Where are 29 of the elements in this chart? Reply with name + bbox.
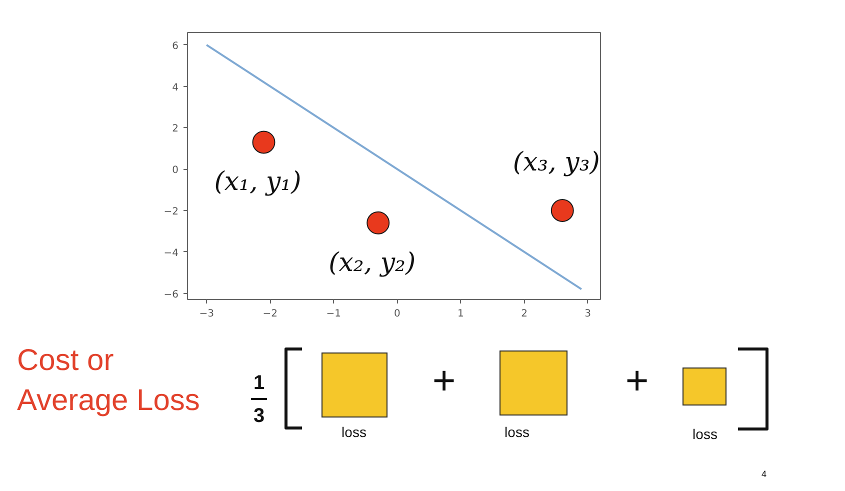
y-tick-label: −2 bbox=[164, 206, 179, 218]
x-tick-label: 0 bbox=[394, 308, 400, 320]
annotation: (x₃, y₃) bbox=[512, 148, 600, 178]
text: 1 bbox=[253, 372, 265, 394]
point bbox=[252, 130, 276, 154]
text: loss bbox=[692, 426, 718, 442]
x-tick-label: −3 bbox=[199, 308, 214, 320]
point bbox=[366, 211, 390, 234]
text: 4 bbox=[761, 469, 767, 479]
text: 3 bbox=[253, 405, 265, 427]
y-tick-label: 0 bbox=[172, 165, 179, 176]
text: loss bbox=[504, 424, 530, 440]
y-tick-label: −6 bbox=[164, 289, 179, 300]
x-tick-label: −1 bbox=[326, 308, 342, 320]
text: + bbox=[432, 359, 456, 403]
y-tick-label: 4 bbox=[172, 82, 179, 94]
text: loss bbox=[342, 424, 366, 440]
y-tick-label: 6 bbox=[172, 40, 179, 52]
annotation: (x₁, y₁) bbox=[214, 167, 302, 198]
text: Cost or Average Loss bbox=[17, 344, 200, 416]
text: + bbox=[625, 359, 649, 403]
x-tick-label: 3 bbox=[584, 308, 591, 320]
y-tick-label: 2 bbox=[172, 124, 179, 135]
x-tick-label: 1 bbox=[458, 308, 464, 320]
x-tick-label: −2 bbox=[262, 308, 278, 320]
annotation: (x₂, y₂) bbox=[328, 248, 416, 278]
point bbox=[550, 199, 574, 222]
x-tick-label: 2 bbox=[521, 308, 528, 320]
y-tick-label: −4 bbox=[164, 248, 179, 259]
